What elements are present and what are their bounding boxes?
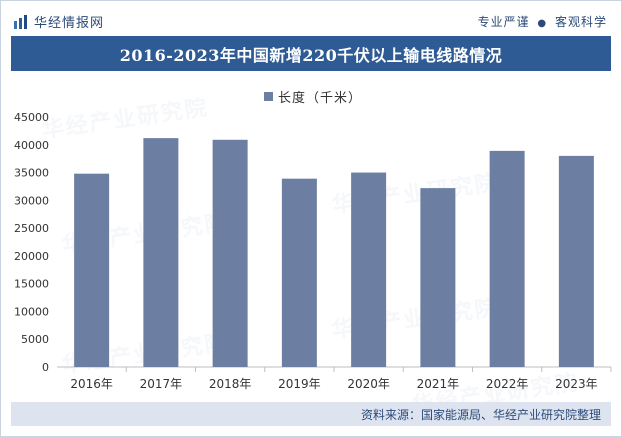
x-tick-label: 2016年 <box>70 377 113 391</box>
brand: 华经情报网 <box>13 12 104 31</box>
y-tick-label: 15000 <box>14 278 49 291</box>
slogan-right: 客观科学 <box>554 15 607 29</box>
bar <box>143 138 179 367</box>
bar-chart: 0 5000 10000 15000 20000 25000 30000 35000 40000… <box>14 111 612 391</box>
bar <box>351 172 387 367</box>
x-tick-label: 2018年 <box>209 377 252 391</box>
slogan-left: 专业严谨 <box>477 15 530 29</box>
source-note: 资料来源：国家能源局、华经产业研究院整理 <box>360 407 601 422</box>
bar <box>558 155 594 367</box>
y-tick-label: 25000 <box>14 222 49 235</box>
y-tick-label: 45000 <box>14 111 49 124</box>
x-tick-label: 2020年 <box>347 377 390 391</box>
footer-bar: 资料来源：国家能源局、华经产业研究院整理 <box>11 402 611 426</box>
y-tick-label: 0 <box>42 361 49 374</box>
x-tick-label: 2017年 <box>140 377 183 391</box>
brand-logo-icon <box>14 14 27 29</box>
legend-label: 长度（千米） <box>278 91 363 106</box>
y-tick-label: 20000 <box>14 250 49 263</box>
chart-title-bar: 2016-2023年中国新增220千伏以上输电线路情况 <box>11 36 611 71</box>
bar <box>420 188 456 367</box>
x-tick-label: 2023年 <box>555 377 598 391</box>
header-bar: 华经情报网 专业严谨 ● 客观科学 <box>11 9 611 33</box>
bar <box>212 139 248 367</box>
slogan: 专业严谨 ● 客观科学 <box>478 13 607 30</box>
bar <box>489 150 525 367</box>
bar <box>74 173 110 367</box>
chart-title: 2016-2023年中国新增220千伏以上输电线路情况 <box>119 45 503 65</box>
x-tick-label: 2021年 <box>417 377 460 391</box>
brand-name: 华经情报网 <box>34 16 105 31</box>
x-tick-label: 2019年 <box>278 377 321 391</box>
y-tick-label: 5000 <box>21 333 49 346</box>
y-tick-label: 30000 <box>14 194 49 207</box>
y-tick-label: 10000 <box>14 305 49 318</box>
bar <box>281 178 317 367</box>
legend-swatch <box>264 92 273 101</box>
slogan-dot: ● <box>537 18 548 29</box>
legend: 长度（千米） <box>264 87 362 106</box>
y-tick-label: 35000 <box>14 167 49 180</box>
y-tick-label: 40000 <box>14 139 49 152</box>
x-tick-label: 2022年 <box>486 377 529 391</box>
